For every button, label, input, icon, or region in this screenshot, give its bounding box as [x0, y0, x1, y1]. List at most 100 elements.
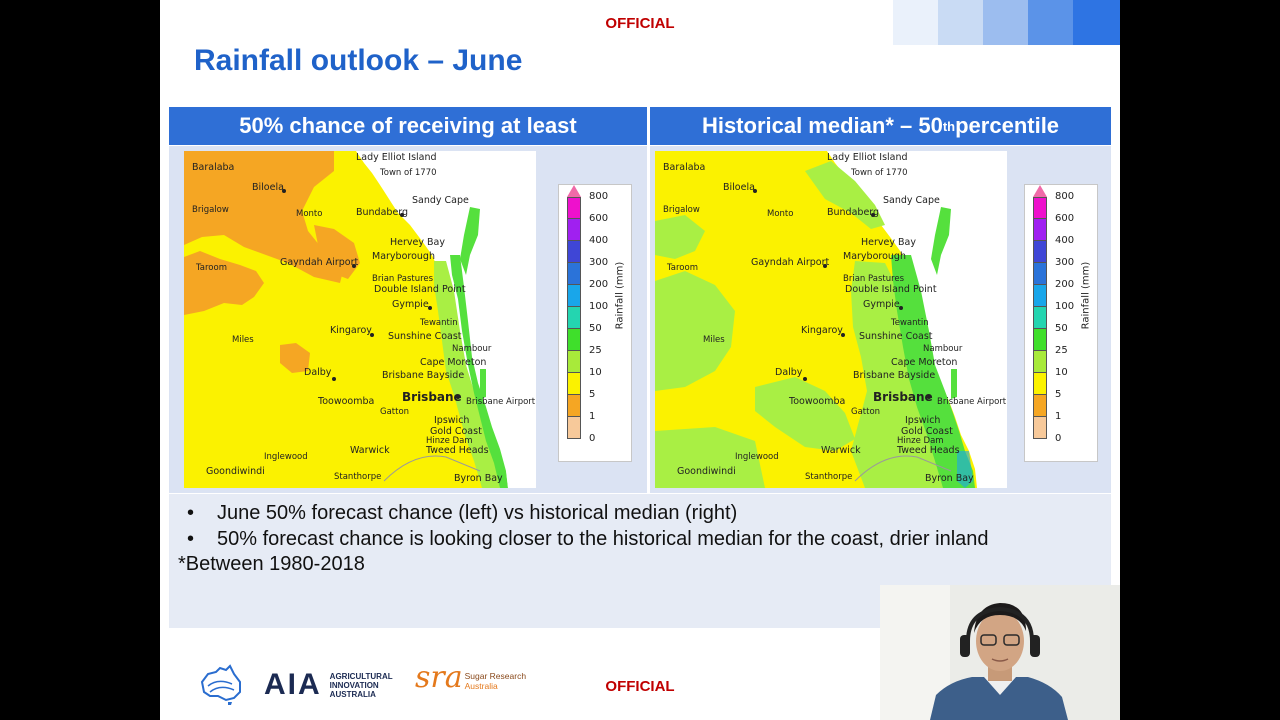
presenter-webcam	[880, 585, 1120, 720]
label-sandy-cape: Sandy Cape	[412, 195, 469, 206]
right-header-sup: th	[942, 118, 956, 134]
legend-value: 0	[589, 433, 596, 444]
label-stanthorpe: Stanthorpe	[334, 472, 382, 482]
label-toowoomba: Toowoomba	[318, 396, 375, 407]
legend-value: 5	[1055, 389, 1062, 400]
australia-logo	[198, 664, 244, 711]
presentation-slide: OFFICIAL Rainfall outlook – June 50% cha…	[160, 0, 1120, 720]
label-inglewood: Inglewood	[735, 452, 779, 462]
label-kingaroy: Kingaroy	[330, 325, 372, 336]
label-tweed-heads: Tweed Heads	[897, 445, 960, 456]
legend-value: 0	[1055, 433, 1062, 444]
sra-logo: sra Sugar Research Australia	[415, 660, 526, 695]
label-baralaba: Baralaba	[192, 162, 235, 173]
bullet-text: 50% forecast chance is looking closer to…	[217, 528, 989, 550]
label-monto: Monto	[296, 209, 323, 219]
label-dalby: Dalby	[304, 367, 332, 378]
legend-swatch	[567, 417, 581, 439]
notes-box: • June 50% forecast chance (left) vs hist…	[169, 494, 1111, 628]
legend-swatch	[567, 241, 581, 263]
legend-swatch	[1033, 307, 1047, 329]
label-gatton: Gatton	[851, 407, 881, 417]
aia-text: AGRICULTURAL INNOVATION AUSTRALIA	[330, 672, 393, 699]
legend-value: 600	[589, 213, 609, 224]
left-map-header: 50% chance of receiving at least	[169, 107, 647, 145]
aia-line3: AUSTRALIA	[329, 689, 376, 699]
legend-value: 200	[1055, 279, 1075, 290]
label-byron-bay: Byron Bay	[925, 473, 974, 484]
label-sandy-cape: Sandy Cape	[883, 195, 940, 206]
label-gold-coast: Gold Coast	[430, 426, 482, 437]
legend-value: 5	[589, 389, 596, 400]
label-gympie: Gympie	[392, 299, 429, 310]
town-dot	[400, 213, 404, 217]
town-dot	[823, 264, 827, 268]
label-brisbane: Brisbane	[873, 390, 933, 404]
town-dot	[841, 333, 845, 337]
label-ipswich: Ipswich	[434, 415, 470, 426]
legend-swatch	[567, 263, 581, 285]
label-gayndah: Gayndah Airport	[751, 257, 830, 268]
aia-line1: AGRICULTURAL	[329, 671, 393, 681]
label-goondiwindi: Goondiwindi	[206, 466, 265, 477]
sra-line1: Sugar Research	[464, 670, 527, 681]
label-biloela: Biloela	[252, 182, 284, 193]
aia-mark: AIA	[264, 668, 322, 701]
label-bundaberg: Bundaberg	[356, 207, 409, 218]
label-double-island: Double Island Point	[374, 284, 466, 295]
label-sunshine-coast: Sunshine Coast	[859, 331, 933, 342]
label-inglewood: Inglewood	[264, 452, 308, 462]
classification-bottom: OFFICIAL	[605, 678, 675, 695]
label-taroom: Taroom	[196, 263, 227, 273]
legend-arrow	[1033, 185, 1047, 197]
legend-value: 25	[1055, 345, 1068, 356]
label-lady-elliot: Lady Elliot Island	[827, 152, 908, 163]
label-ipswich: Ipswich	[905, 415, 941, 426]
sra-mark: sra	[415, 660, 463, 695]
footnote: *Between 1980-2018	[178, 553, 365, 575]
legend-value: 10	[1055, 367, 1068, 378]
town-dot	[456, 395, 460, 399]
legend-swatch	[1033, 395, 1047, 417]
legend-value: 800	[1055, 191, 1075, 202]
legend-swatch	[1033, 351, 1047, 373]
label-stanthorpe: Stanthorpe	[805, 472, 853, 482]
legend-swatch	[1033, 219, 1047, 241]
label-tewantin: Tewantin	[891, 318, 929, 328]
label-baralaba: Baralaba	[663, 162, 706, 173]
label-brisbane-airport: Brisbane Airport	[937, 397, 1007, 407]
legend-value: 25	[589, 345, 602, 356]
legend-swatch	[567, 373, 581, 395]
label-brisbane-bayside: Brisbane Bayside	[382, 370, 465, 381]
label-gold-coast: Gold Coast	[901, 426, 953, 437]
town-dot	[332, 377, 336, 381]
town-dot	[282, 189, 286, 193]
label-taroom: Taroom	[667, 263, 698, 273]
corner-decoration	[893, 0, 1120, 45]
legend-axis-label: Rainfall (mm)	[1080, 261, 1092, 330]
slide-title: Rainfall outlook – June	[194, 44, 523, 77]
legend-swatch	[567, 197, 581, 219]
right-header-tail: percentile	[955, 113, 1060, 138]
label-maryborough: Maryborough	[843, 251, 906, 262]
legend-value: 400	[1055, 235, 1075, 246]
classification-top: OFFICIAL	[605, 15, 675, 32]
label-warwick: Warwick	[821, 445, 861, 456]
label-town-1770: Town of 1770	[851, 168, 908, 178]
label-kingaroy: Kingaroy	[801, 325, 843, 336]
town-dot	[370, 333, 374, 337]
left-legend: 800 600 400 300 200 100 50 25 10 5 1 0 Rainfall (mm…	[558, 184, 632, 462]
legend-swatch	[1033, 373, 1047, 395]
legend-value: 50	[1055, 323, 1068, 334]
town-dot	[428, 306, 432, 310]
bullet-item: • 50% forecast chance is looking closer t…	[187, 528, 989, 551]
label-brian-pastures: Brian Pastures	[843, 274, 905, 284]
legend-color-bar	[1033, 197, 1047, 439]
label-brisbane-bayside: Brisbane Bayside	[853, 370, 936, 381]
legend-swatch	[567, 219, 581, 241]
legend-arrow	[567, 185, 581, 197]
bullet-text: June 50% forecast chance (left) vs histo…	[217, 502, 738, 524]
legend-value: 100	[1055, 301, 1075, 312]
sra-text: Sugar Research Australia	[465, 671, 526, 691]
label-double-island: Double Island Point	[845, 284, 937, 295]
